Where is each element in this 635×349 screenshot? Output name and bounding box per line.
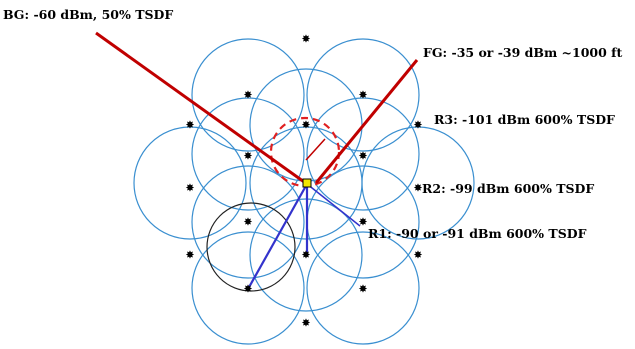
fg-dashed-radius-line: [305, 138, 326, 161]
fg-interference-line: [314, 59, 419, 184]
interference-lines: [95, 31, 419, 186]
link-line-center: [306, 183, 361, 227]
cell-circle: [361, 126, 475, 240]
cell-circle: [306, 38, 420, 152]
yellow-square-icon: [302, 178, 312, 188]
star-node-icon: ✸: [243, 216, 252, 229]
star-node-icon: ✸: [358, 150, 367, 163]
signal-labels: BG: -60 dBm, 50% TSDF FG: -35 or -39 dBm…: [3, 7, 623, 241]
star-node-icon: ✸: [413, 182, 422, 195]
star-node-icon: ✸: [243, 283, 252, 296]
cell-circle: [306, 231, 420, 345]
cell-circle: [191, 97, 305, 211]
star-node-icon: ✸: [301, 119, 310, 132]
star-node-icon: ✸: [358, 283, 367, 296]
star-node-icon: ✸: [185, 119, 194, 132]
cell-circle: [191, 38, 305, 152]
star-node-icon: ✸: [358, 89, 367, 102]
network-nodes: ✸ ✸ ✸ ✸ ✸ ✸ ✸ ✸ ✸ ✸ ✸ ✸ ✸ ✸ ✸ ✸ ✸ ✸: [185, 33, 422, 330]
star-node-icon: ✸: [301, 249, 310, 262]
highlight-circle: [206, 202, 296, 292]
cell-circle: [191, 165, 305, 279]
star-node-icon: ✸: [413, 119, 422, 132]
star-node-icon: ✸: [301, 33, 310, 46]
cell-circle: [191, 231, 305, 345]
fg-label: FG: -35 or -39 dBm ~1000 ft: [423, 45, 623, 60]
r3-label: R3: -101 dBm 600% TSDF: [434, 112, 615, 127]
r1-label: R1: -90 or -91 dBm 600% TSDF: [368, 226, 587, 241]
bg-interference-line: [95, 31, 308, 186]
bg-label: BG: -60 dBm, 50% TSDF: [3, 7, 173, 22]
star-node-icon: ✸: [413, 249, 422, 262]
cell-circle: [306, 97, 420, 211]
star-node-icon: ✸: [243, 150, 252, 163]
cell-circles: [133, 38, 475, 345]
link-lines: [247, 183, 361, 290]
star-node-icon: ✸: [301, 317, 310, 330]
star-node-icon: ✸: [358, 216, 367, 229]
link-line-r1: [247, 183, 308, 290]
r2-label: R2: -99 dBm 600% TSDF: [422, 181, 594, 196]
star-node-icon: ✸: [243, 89, 252, 102]
star-node-icon: ✸: [185, 249, 194, 262]
cell-circle: [133, 126, 247, 240]
star-node-icon: ✸: [185, 182, 194, 195]
